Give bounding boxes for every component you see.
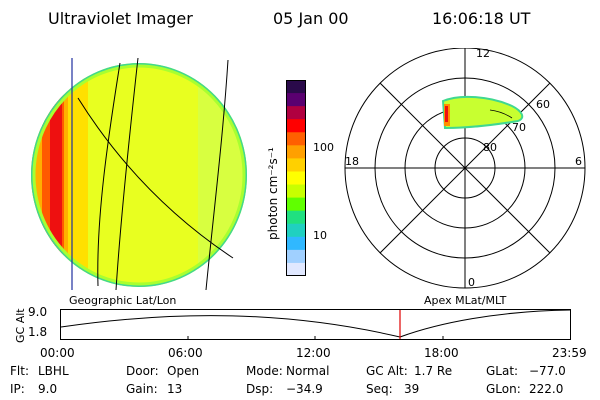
colorbar-stripe [286, 106, 306, 120]
colorbar-stripe [286, 158, 306, 173]
glon-label: GLon: [486, 382, 521, 396]
dsp-label: Dsp: [246, 382, 274, 396]
mlat-label-60: 60 [536, 98, 550, 111]
ip-value: 9.0 [38, 382, 58, 396]
altitude-ytick-9: 9.0 [28, 305, 48, 319]
mode-label: Mode: [246, 364, 283, 378]
colorbar-stripe [286, 223, 306, 238]
date-label: 05 Jan 00 [273, 9, 349, 28]
colorbar-tick-100: 100 [313, 141, 334, 154]
instrument-title: Ultraviolet Imager [48, 9, 193, 28]
colorbar-label: photon cm⁻²s⁻¹ [266, 147, 280, 240]
altitude-plot [60, 309, 571, 340]
colorbar [286, 80, 306, 276]
glat-value: −77.0 [529, 364, 566, 378]
seq-label: Seq: [366, 382, 393, 396]
colorbar-stripe [286, 80, 306, 94]
altitude-ytick-1-8: 1.8 [28, 325, 48, 339]
time-tick-0600: 06:00 [168, 346, 203, 360]
mlt-label-12: 12 [476, 47, 490, 60]
colorbar-stripe [286, 132, 306, 146]
gain-value: 13 [167, 382, 183, 396]
colorbar-stripe [286, 145, 306, 159]
earth-disk-image [31, 58, 247, 290]
time-tick-0000: 00:00 [40, 346, 75, 360]
mlat-label-80: 80 [483, 141, 497, 154]
colorbar-tick-10: 10 [313, 229, 327, 242]
flt-label: Flt: [10, 364, 29, 378]
polar-label: Apex MLat/MLT [424, 294, 507, 307]
colorbar-stripe [286, 93, 306, 107]
dsp-value: −34.9 [286, 382, 323, 396]
time-tick-1800: 18:00 [424, 346, 459, 360]
polar-plot [344, 48, 586, 289]
door-label: Door: [126, 364, 159, 378]
disk-label: Geographic Lat/Lon [69, 294, 177, 307]
time-tick-2359: 23:59 [552, 346, 587, 360]
colorbar-stripe [286, 236, 306, 251]
colorbar-stripe [286, 210, 306, 225]
mlt-label-6: 6 [575, 155, 582, 168]
door-value: Open [167, 364, 200, 378]
time-label: 16:06:18 UT [432, 9, 531, 28]
gain-label: Gain: [126, 382, 158, 396]
gcalt-label: GC Alt: [366, 364, 408, 378]
seq-value: 39 [404, 382, 420, 396]
glat-label: GLat: [486, 364, 519, 378]
mode-value: Normal [286, 364, 330, 378]
colorbar-stripe [286, 184, 306, 199]
altitude-ylabel: GC Alt [14, 308, 27, 343]
gcalt-value: 1.7 Re [414, 364, 453, 378]
mlat-label-70: 70 [512, 121, 526, 134]
mlt-label-0: 0 [468, 276, 475, 289]
colorbar-stripe [286, 249, 306, 264]
mlt-label-18: 18 [345, 155, 359, 168]
flt-value: LBHL [38, 364, 69, 378]
colorbar-stripe [286, 262, 306, 276]
colorbar-stripe [286, 171, 306, 186]
time-tick-1200: 12:00 [296, 346, 331, 360]
colorbar-stripe [286, 119, 306, 133]
colorbar-stripe [286, 197, 306, 212]
ip-label: IP: [10, 382, 25, 396]
glon-value: 222.0 [529, 382, 564, 396]
